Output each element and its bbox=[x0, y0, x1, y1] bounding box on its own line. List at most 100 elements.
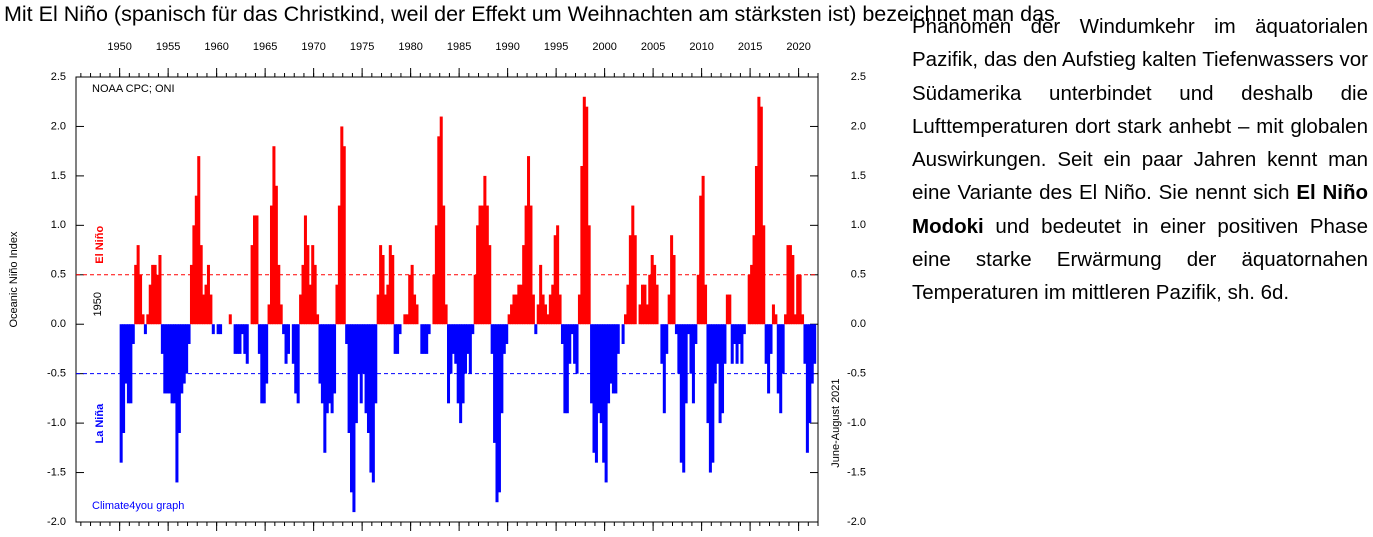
x-tick-label: 1975 bbox=[350, 41, 374, 53]
annotation: June-August 2021 bbox=[830, 378, 842, 467]
bar bbox=[500, 324, 504, 414]
bar bbox=[505, 324, 509, 344]
bar bbox=[565, 324, 569, 414]
bar bbox=[151, 264, 155, 325]
bar bbox=[347, 324, 351, 433]
bar bbox=[689, 324, 693, 374]
bar bbox=[146, 314, 150, 325]
bar bbox=[408, 274, 412, 325]
bar bbox=[405, 314, 409, 325]
bar bbox=[801, 314, 805, 325]
bar bbox=[488, 245, 492, 325]
bar bbox=[553, 235, 557, 325]
bar bbox=[788, 245, 792, 325]
bar bbox=[357, 324, 361, 374]
bar bbox=[495, 324, 499, 503]
bar bbox=[752, 235, 756, 325]
bar bbox=[243, 324, 247, 354]
x-tick-label: 2000 bbox=[592, 41, 616, 53]
bar bbox=[206, 264, 210, 325]
bar bbox=[590, 324, 594, 404]
bar bbox=[306, 245, 310, 325]
bar bbox=[141, 314, 145, 325]
bar bbox=[148, 284, 152, 325]
bar bbox=[750, 264, 754, 325]
bar bbox=[180, 324, 184, 394]
bar bbox=[524, 205, 528, 325]
bar bbox=[808, 324, 812, 424]
y2-tick-label: 1.5 bbox=[851, 170, 866, 182]
bar bbox=[277, 264, 281, 325]
bar bbox=[170, 324, 174, 404]
bar bbox=[519, 284, 523, 325]
bold-text: El Niño Modoki bbox=[912, 181, 1368, 238]
y2-tick-label: 2.5 bbox=[851, 71, 866, 83]
y-tick-label: -1.0 bbox=[47, 417, 66, 429]
y-tick-label: 1.5 bbox=[51, 170, 66, 182]
bar bbox=[737, 324, 742, 344]
bar bbox=[626, 284, 630, 325]
bar bbox=[257, 324, 261, 354]
bar bbox=[461, 324, 465, 404]
bar bbox=[541, 294, 545, 325]
bar bbox=[442, 205, 446, 325]
bar bbox=[126, 324, 130, 404]
y2-tick-label: 1.0 bbox=[851, 219, 866, 231]
bar bbox=[160, 324, 164, 354]
bar bbox=[682, 324, 686, 473]
y-tick-label: 0.5 bbox=[51, 269, 66, 281]
annotation: NOAA CPC; ONI bbox=[92, 83, 175, 95]
bar bbox=[548, 294, 552, 325]
bar bbox=[713, 324, 717, 384]
bar bbox=[131, 324, 135, 344]
bar bbox=[585, 106, 589, 325]
y-tick-label: 1.0 bbox=[51, 219, 66, 231]
bar bbox=[779, 324, 783, 414]
bar bbox=[674, 324, 678, 335]
bar bbox=[558, 294, 562, 325]
bar bbox=[660, 324, 664, 364]
annotation: 1950 bbox=[92, 292, 104, 316]
bar bbox=[274, 185, 278, 325]
bar bbox=[182, 324, 186, 384]
bar bbox=[633, 235, 637, 325]
y-tick-label: 2.0 bbox=[51, 120, 66, 132]
bar bbox=[510, 304, 514, 325]
x-tick-label: 1980 bbox=[398, 41, 422, 53]
bar bbox=[769, 324, 773, 354]
bar bbox=[337, 205, 341, 325]
bar bbox=[725, 294, 729, 325]
bar bbox=[733, 324, 737, 344]
bar bbox=[580, 166, 584, 325]
bar bbox=[696, 274, 700, 325]
bar bbox=[539, 264, 543, 325]
bar bbox=[493, 324, 497, 443]
bar bbox=[687, 324, 691, 335]
bar bbox=[340, 126, 344, 325]
bar bbox=[451, 324, 455, 354]
bar bbox=[420, 324, 424, 354]
bar bbox=[197, 156, 201, 325]
y2-tick-label: -2.0 bbox=[847, 516, 866, 528]
bar bbox=[543, 304, 548, 325]
bar bbox=[667, 294, 671, 325]
bar bbox=[175, 324, 179, 483]
bar bbox=[490, 324, 494, 354]
bar bbox=[507, 314, 511, 325]
bar bbox=[335, 284, 339, 325]
bar bbox=[791, 255, 795, 325]
bar bbox=[272, 146, 276, 325]
bar bbox=[575, 324, 579, 374]
bar bbox=[798, 274, 802, 325]
bar bbox=[813, 324, 817, 364]
bar bbox=[267, 304, 271, 325]
bar bbox=[740, 324, 744, 364]
bar bbox=[163, 324, 167, 394]
bar bbox=[403, 314, 407, 325]
bar bbox=[609, 324, 613, 384]
bar bbox=[621, 324, 625, 344]
bar bbox=[757, 96, 761, 325]
bar bbox=[704, 284, 708, 325]
bar bbox=[308, 284, 312, 325]
bar bbox=[643, 284, 647, 325]
